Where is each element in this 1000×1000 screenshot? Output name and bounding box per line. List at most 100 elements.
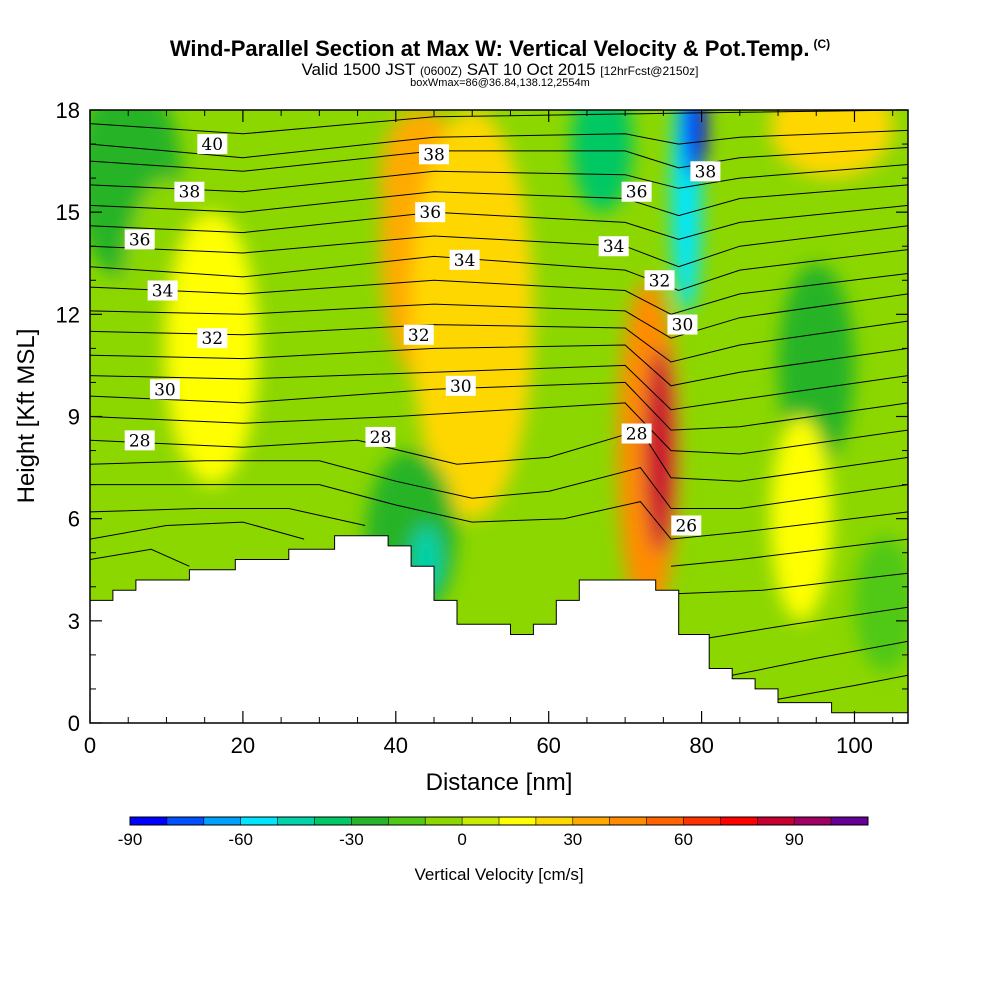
colorbar-label: Vertical Velocity [cm/s] (414, 865, 583, 884)
colorbar-tick-label: -90 (118, 830, 143, 849)
theta-label-text: 38 (423, 145, 445, 165)
theta-contour (90, 484, 908, 540)
colorbar-swatch (240, 817, 278, 825)
theta-label: 28 (365, 426, 396, 448)
theta-contours (90, 110, 908, 700)
theta-contour (90, 110, 908, 135)
theta-contour (90, 204, 908, 240)
theta-contour (90, 273, 908, 315)
colorbar-swatch (462, 817, 499, 825)
y-tick-label: 12 (56, 302, 80, 327)
theta-contour (90, 460, 908, 509)
colorbar-swatch (351, 817, 389, 825)
theta-label: 32 (197, 328, 228, 349)
theta-contour (90, 429, 908, 482)
colorbar-swatch (166, 817, 204, 825)
theta-contour (90, 147, 908, 172)
theta-contour (777, 674, 908, 700)
theta-label: 32 (644, 270, 675, 291)
copyright-mark: (C) (813, 36, 831, 51)
theta-label: 28 (124, 430, 155, 451)
chart-subtitle: Valid 1500 JST (0600Z) SAT 10 Oct 2015 [… (0, 60, 1000, 80)
theta-label-text: 28 (626, 425, 648, 445)
theta-label: 32 (403, 324, 434, 346)
theta-label: 30 (149, 379, 180, 400)
terrain (90, 535, 908, 723)
forecast-info: [12hrFcst@2150z] (600, 64, 699, 78)
theta-label: 30 (667, 314, 698, 336)
x-tick-label: 60 (536, 733, 560, 758)
theta-label: 38 (174, 181, 205, 203)
theta-label-text: 32 (649, 271, 671, 291)
velocity-cell (682, 110, 706, 179)
colorbar-swatch (757, 817, 795, 825)
theta-label: 38 (690, 161, 721, 182)
theta-contour (709, 606, 908, 639)
theta-label-text: 30 (450, 377, 472, 397)
theta-contour (90, 548, 190, 567)
theta-label: 28 (621, 423, 652, 445)
x-axis-title: Distance [nm] (426, 769, 573, 796)
theta-label: 34 (598, 236, 629, 257)
colorbar-swatch (831, 817, 868, 825)
colorbar-swatch (794, 817, 832, 825)
colorbar-swatch (277, 817, 315, 825)
theta-label: 26 (671, 515, 702, 536)
theta-label-text: 36 (626, 183, 648, 203)
theta-label-text: 34 (454, 251, 476, 271)
velocity-cell (770, 416, 832, 621)
velocity-cell (778, 263, 855, 468)
theta-label-text: 38 (179, 183, 201, 203)
theta-contour (90, 129, 908, 159)
theta-label-text: 30 (154, 380, 176, 400)
colorbar: -90 -60 -30 0 30 60 90 (118, 816, 869, 849)
theta-contour (90, 320, 908, 363)
colorbar-tick-label: -30 (339, 830, 364, 849)
terrain-profile (90, 535, 908, 723)
theta-contour (90, 364, 908, 411)
colorbar-swatch (425, 817, 463, 825)
y-tick-label: 6 (68, 507, 80, 532)
theta-label: 38 (419, 144, 450, 165)
colorbar-swatch (609, 817, 647, 825)
theta-label-text: 36 (129, 230, 151, 250)
theta-contour (90, 249, 908, 292)
theta-contour (678, 572, 908, 595)
colorbar-swatch (683, 817, 721, 825)
y-tick-label: 0 (68, 711, 80, 736)
chart-subtitle-2: boxWmax=86@36.84,138.12,2554m (410, 77, 590, 89)
x-tick-label: 20 (231, 733, 255, 758)
x-tick-label: 40 (384, 733, 408, 758)
colorbar-swatch (203, 817, 241, 825)
colorbar-swatch (720, 817, 758, 825)
theta-label: 34 (449, 249, 480, 271)
theta-label: 40 (197, 134, 228, 155)
theta-contour (670, 538, 908, 567)
velocity-cell (166, 212, 259, 485)
theta-contour (90, 381, 908, 431)
chart-title-text: Wind-Parallel Section at Max W: Vertical… (169, 36, 810, 61)
y-tick-label: 9 (68, 405, 80, 430)
theta-label-text: 34 (152, 281, 174, 301)
y-tick-label: 3 (68, 609, 80, 634)
colorbar-swatch (130, 817, 167, 825)
theta-label: 34 (147, 280, 178, 301)
x-tick-label: 80 (689, 733, 713, 758)
theta-label: 36 (415, 202, 446, 223)
colorbar-tick-label: 90 (785, 830, 804, 849)
theta-label-text: 40 (201, 135, 223, 155)
colorbar-tick-label: 0 (457, 830, 466, 849)
colorbar-tick-label: 60 (674, 830, 693, 849)
velocity-cell (644, 348, 675, 553)
theta-contour (732, 640, 908, 676)
x-tick-label: 0 (84, 733, 96, 758)
theta-label-text: 32 (201, 329, 223, 349)
colorbar-tick-label: 30 (563, 830, 582, 849)
theta-label-text: 34 (603, 237, 625, 257)
theta-label-text: 26 (675, 516, 697, 536)
velocity-cell (770, 110, 893, 179)
chart-title: Wind-Parallel Section at Max W: Vertical… (0, 36, 1000, 62)
theta-label-text: 30 (672, 316, 694, 336)
theta-label-text: 38 (695, 162, 717, 182)
